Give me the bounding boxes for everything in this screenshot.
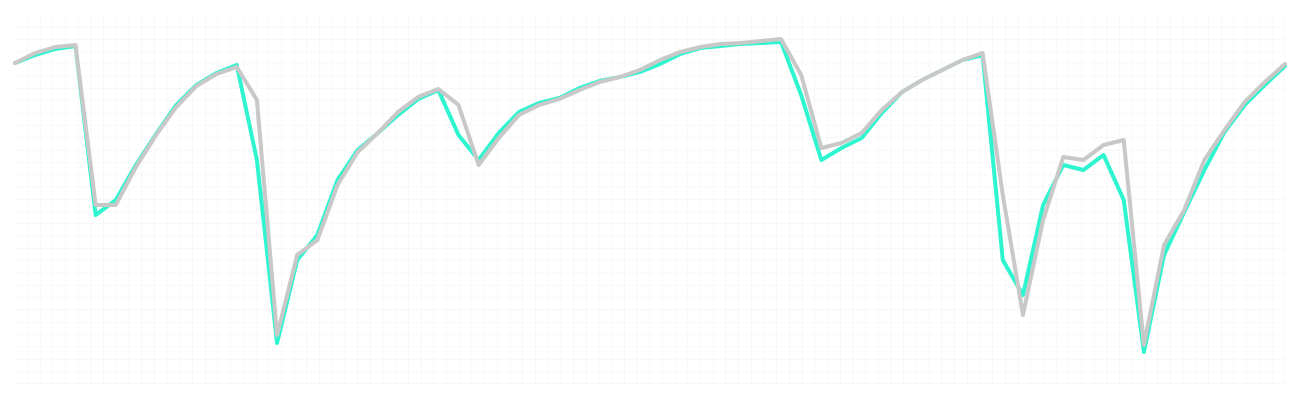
series-line bbox=[13, 37, 1287, 347]
grid bbox=[15, 15, 1285, 385]
